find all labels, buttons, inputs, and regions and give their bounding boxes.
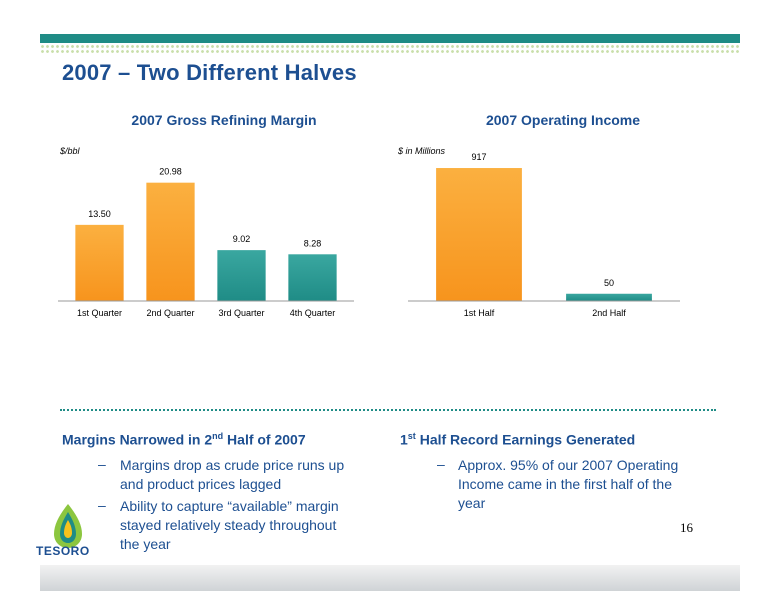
slide-title: 2007 – Two Different Halves [62,60,357,85]
bar-1st-quarter [75,224,124,301]
category-label: 3rd Quarter [218,308,264,318]
data-label: 8.28 [304,238,322,248]
bullet-line: Approx. 95% of our 2007 Operating [458,457,679,473]
data-label: 13.50 [88,209,111,219]
bullet-dash: – [98,456,106,472]
page-number: 16 [680,520,693,535]
category-label: 1st Quarter [77,308,122,318]
bullet-line: Margins drop as crude price runs up [120,457,345,473]
bullet-line: the year [120,536,171,552]
footer-strip [40,565,740,591]
data-label: 917 [471,152,486,162]
bar-2nd-quarter [146,182,195,301]
header-dot-pattern [40,44,740,54]
left-bullet-2: Ability to capture “available” margin st… [120,497,339,554]
left-heading-text: Margins Narrowed in 2 [62,431,213,448]
category-label: 2nd Quarter [146,308,194,318]
bullet-line: and product prices lagged [120,476,282,492]
gross-refining-margin-chart: 13.50 1st Quarter 20.98 2nd Quarter 9.02 3rd … [58,167,354,318]
right-heading-text-end: Half Record Earnings Generated [415,431,636,448]
left-bullet-1: Margins drop as crude price runs up and … [120,456,344,494]
data-label: 20.98 [159,167,182,177]
bullet-line: Income came in the first half of the [458,476,672,492]
bullet-line: stayed relatively steady throughout [120,517,337,533]
right-heading-superscript: st [407,431,416,441]
right-bullet-1: Approx. 95% of our 2007 Operating Income… [458,456,678,513]
tesoro-logo-icon [54,504,82,548]
chart-title-gross-margin: 2007 Gross Refining Margin [131,112,317,128]
right-column-heading: 1st Half Record Earnings Generated [400,431,635,448]
bar-1st-half [436,168,522,301]
bullet-dash: – [437,456,445,472]
left-heading-superscript: nd [212,431,224,441]
logo-text: TESORO [36,544,90,558]
data-label: 9.02 [233,234,251,244]
section-divider [60,409,716,411]
left-column-heading: Margins Narrowed in 2nd Half of 2007 [62,431,306,448]
chart-unit-operating-income: $ in Millions [398,146,446,156]
bullet-line: year [458,495,486,511]
operating-income-chart: 917 1st Half 50 2nd Half [408,152,680,318]
bullet-dash: – [98,497,106,513]
bar-3rd-quarter [217,250,266,301]
chart-title-operating-income: 2007 Operating Income [485,112,641,128]
bar-2nd-half [566,293,652,301]
bar-4th-quarter [288,254,337,301]
category-label: 2nd Half [592,308,626,318]
category-label: 1st Half [464,308,495,318]
right-heading-text: 1 [400,431,408,448]
left-heading-text-end: Half of 2007 [223,431,306,448]
data-label: 50 [604,278,614,288]
category-label: 4th Quarter [290,308,336,318]
bullet-line: Ability to capture “available” margin [120,498,339,514]
header-bar [40,34,740,43]
chart-unit-gross-margin: $/bbl [60,146,80,156]
